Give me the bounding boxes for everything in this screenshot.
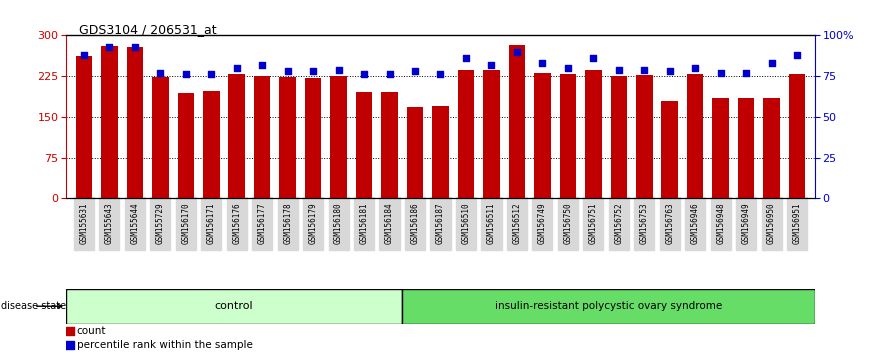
Text: disease state: disease state <box>2 301 66 311</box>
Point <box>714 70 728 76</box>
Point <box>433 72 448 77</box>
Bar <box>713 98 729 198</box>
Bar <box>763 98 780 198</box>
Bar <box>687 74 704 198</box>
Point <box>331 67 345 73</box>
Text: percentile rank within the sample: percentile rank within the sample <box>77 340 253 350</box>
Point <box>281 68 295 74</box>
Bar <box>101 46 118 198</box>
Bar <box>402 289 815 324</box>
Point <box>485 62 499 68</box>
Point <box>561 65 575 71</box>
Point <box>459 55 473 61</box>
Bar <box>330 76 347 198</box>
Bar <box>508 45 525 198</box>
Point <box>179 72 193 77</box>
Bar <box>381 92 398 198</box>
Bar <box>483 70 500 198</box>
Text: insulin-resistant polycystic ovary syndrome: insulin-resistant polycystic ovary syndr… <box>495 301 722 311</box>
Point <box>765 60 779 66</box>
Bar <box>76 56 93 198</box>
Point <box>790 52 804 58</box>
Bar <box>279 77 296 198</box>
Bar <box>356 92 373 198</box>
Bar <box>66 289 402 324</box>
Bar <box>585 70 602 198</box>
Bar <box>534 73 551 198</box>
Point <box>102 44 116 50</box>
Point <box>77 52 91 58</box>
Point <box>382 72 396 77</box>
Point <box>306 68 320 74</box>
Point <box>255 62 270 68</box>
Point <box>63 342 77 348</box>
Bar <box>662 101 678 198</box>
Bar <box>305 78 322 198</box>
Bar <box>254 75 270 198</box>
Bar <box>152 77 168 198</box>
Point <box>611 67 626 73</box>
Point <box>357 72 371 77</box>
Point <box>408 68 422 74</box>
Point <box>510 49 524 55</box>
Bar <box>738 98 754 198</box>
Point <box>688 65 702 71</box>
Point <box>153 70 167 76</box>
Bar <box>611 75 627 198</box>
Bar <box>203 91 219 198</box>
Bar <box>228 74 245 198</box>
Point <box>637 67 651 73</box>
Point <box>663 68 677 74</box>
Bar <box>407 107 423 198</box>
Bar <box>433 106 448 198</box>
Point <box>739 70 753 76</box>
Text: GDS3104 / 206531_at: GDS3104 / 206531_at <box>79 23 217 36</box>
Point <box>586 55 600 61</box>
Point <box>128 44 142 50</box>
Bar <box>458 70 474 198</box>
Point <box>536 60 550 66</box>
Text: count: count <box>77 326 107 336</box>
Point <box>230 65 244 71</box>
Text: control: control <box>215 301 253 311</box>
Point <box>63 328 77 333</box>
Bar <box>788 74 805 198</box>
Bar <box>127 47 143 198</box>
Point <box>204 72 218 77</box>
Bar <box>177 93 194 198</box>
Bar <box>559 74 576 198</box>
Bar <box>636 75 653 198</box>
